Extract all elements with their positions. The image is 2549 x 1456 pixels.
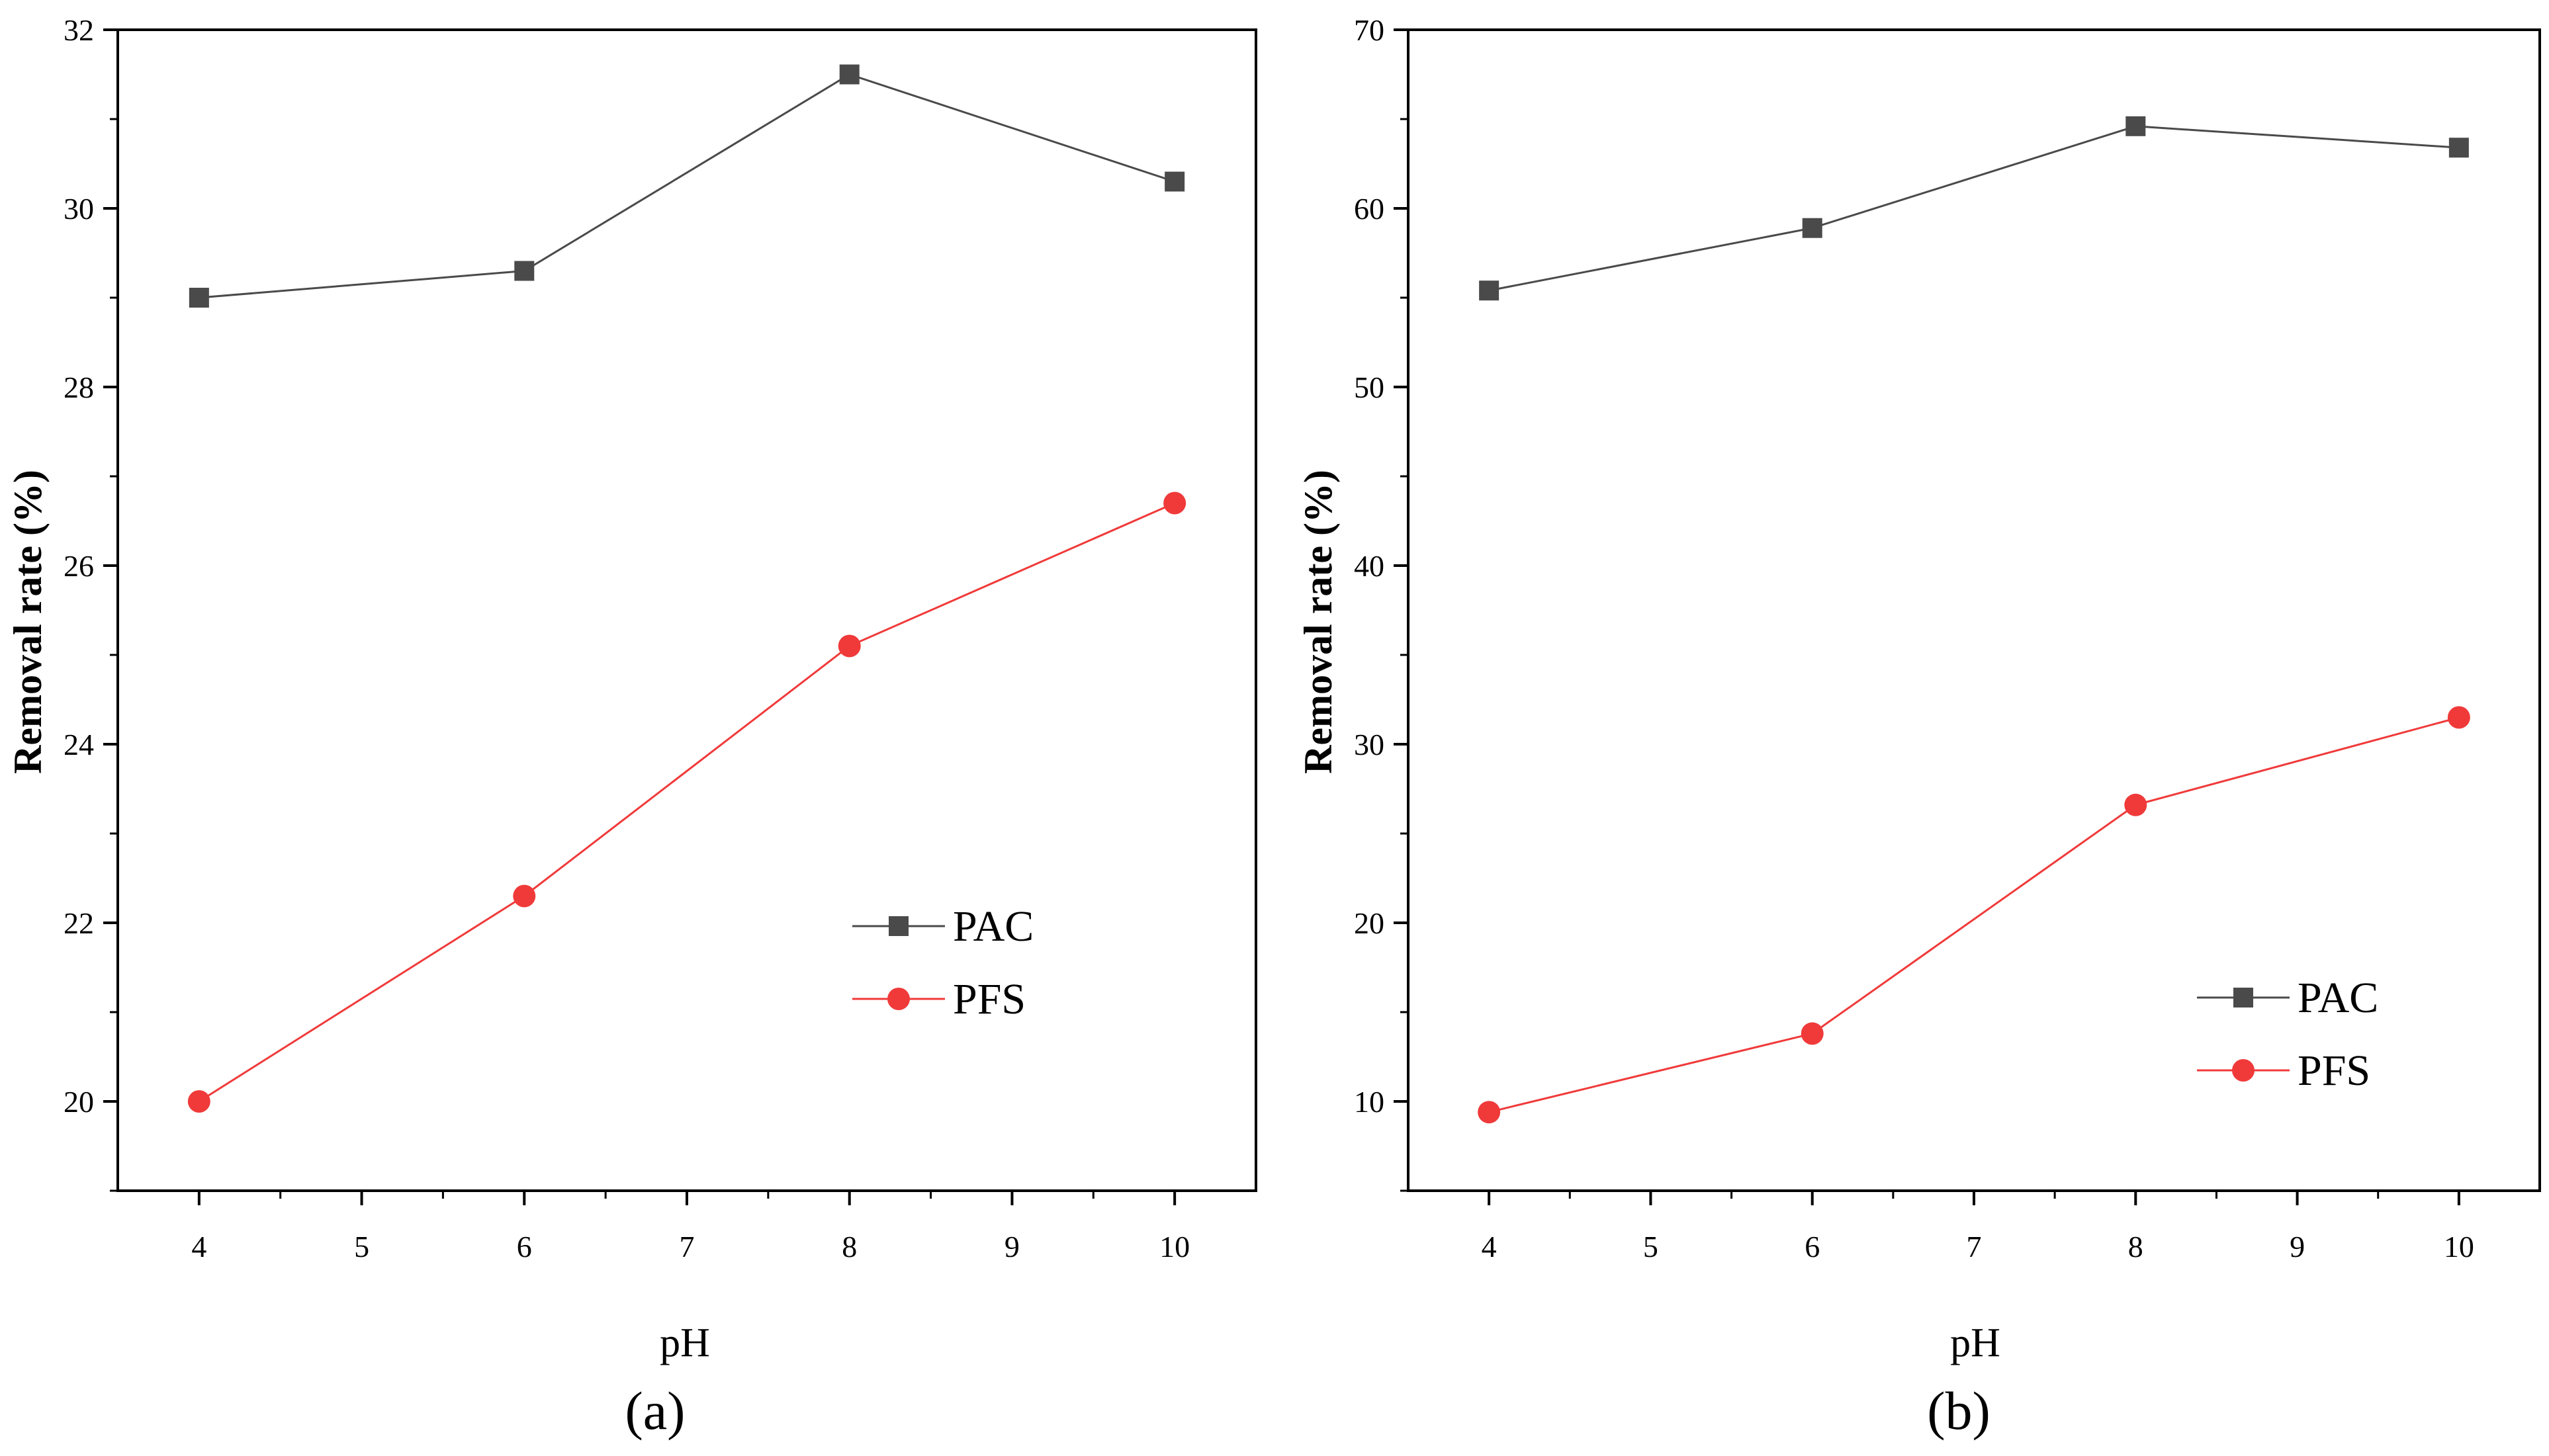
panel-label-b: (b) xyxy=(1927,1381,1990,1441)
x-axis-label-b: pH xyxy=(1950,1320,2000,1365)
y-tick-label-b: 50 xyxy=(1354,370,1384,404)
data-point-pfs-b xyxy=(1478,1101,1501,1124)
data-point-pac-a xyxy=(1165,171,1185,192)
series-line-pfs-b xyxy=(1488,716,2460,1113)
legend-marker-pac-b xyxy=(2233,988,2253,1007)
x-tick-label-a: 10 xyxy=(1159,1230,1190,1263)
x-tick-label-b: 6 xyxy=(1805,1230,1820,1263)
legend-marker-pac-a xyxy=(889,916,909,936)
y-tick-label-b: 30 xyxy=(1354,728,1384,761)
y-tick-label-b: 20 xyxy=(1354,906,1384,940)
legend-label-pfs-b: PFS xyxy=(2298,1047,2370,1095)
y-tick-label-a: 28 xyxy=(64,370,94,404)
y-tick-label-a: 22 xyxy=(64,906,94,940)
chart-panel-b: Removal rate (%) pH (b) 4 5 6 7 8 9 10 10 20 30 40… xyxy=(1296,13,2541,1441)
x-tick-label-b: 9 xyxy=(2290,1230,2305,1263)
data-point-pac-b xyxy=(1802,218,1822,238)
data-point-pac-a xyxy=(839,64,860,85)
legend-label-pac-a: PAC xyxy=(953,902,1034,951)
y-tick-label-b: 10 xyxy=(1354,1085,1384,1119)
data-point-pac-a xyxy=(514,261,535,281)
data-point-pfs-b xyxy=(2447,706,2470,729)
x-tick-label-a: 8 xyxy=(842,1230,857,1263)
series-line-pac-b xyxy=(1488,125,2459,292)
x-tick-label-a: 6 xyxy=(517,1230,532,1263)
data-point-pfs-a xyxy=(187,1090,210,1113)
series-line-pac-a xyxy=(199,73,1175,299)
data-point-pfs-a xyxy=(513,884,536,908)
legend-marker-pfs-a xyxy=(887,988,910,1010)
y-axis-label-a: Removal rate (%) xyxy=(6,470,50,774)
y-tick-label-a: 20 xyxy=(64,1085,94,1119)
y-tick-label-b: 40 xyxy=(1354,549,1384,583)
x-tick-label-a: 7 xyxy=(680,1230,695,1263)
x-tick-label-b: 8 xyxy=(2128,1230,2143,1263)
panel-label-a: (a) xyxy=(625,1381,685,1441)
x-tick-label-a: 5 xyxy=(354,1230,369,1263)
y-tick-label-a: 30 xyxy=(64,192,94,226)
x-axis-label-a: pH xyxy=(660,1320,710,1365)
x-tick-label-b: 7 xyxy=(1967,1230,1982,1263)
y-tick-label-a: 32 xyxy=(64,13,94,47)
data-point-pfs-b xyxy=(2124,793,2147,816)
data-point-pfs-a xyxy=(838,634,861,658)
chart-panel-a: Removal rate (%) pH (a) 4 5 6 7 8 9 10 20 22 24 26… xyxy=(6,13,1257,1441)
legend-label-pfs-a: PFS xyxy=(953,975,1026,1023)
y-tick-label-b: 70 xyxy=(1354,13,1384,47)
data-point-pac-a xyxy=(189,288,209,308)
x-tick-label-a: 9 xyxy=(1005,1230,1020,1263)
y-tick-label-b: 60 xyxy=(1354,192,1384,226)
data-point-pac-b xyxy=(1479,280,1499,301)
data-point-pac-b xyxy=(2448,138,2469,158)
data-point-pac-b xyxy=(2125,116,2146,136)
plot-frame-a xyxy=(116,28,1257,1192)
series-line-pfs-a xyxy=(199,502,1175,1103)
data-point-pfs-b xyxy=(1801,1022,1824,1045)
y-tick-label-a: 26 xyxy=(64,549,94,583)
y-tick-label-a: 24 xyxy=(64,728,94,761)
x-tick-label-a: 4 xyxy=(191,1230,206,1263)
x-tick-label-b: 5 xyxy=(1643,1230,1658,1263)
x-tick-label-b: 10 xyxy=(2444,1230,2474,1263)
data-point-pfs-a xyxy=(1163,492,1186,515)
y-axis-label-b: Removal rate (%) xyxy=(1296,470,1340,774)
x-tick-label-b: 4 xyxy=(1482,1230,1497,1263)
legend-marker-pfs-b xyxy=(2232,1059,2255,1082)
legend-label-pac-b: PAC xyxy=(2298,974,2378,1022)
